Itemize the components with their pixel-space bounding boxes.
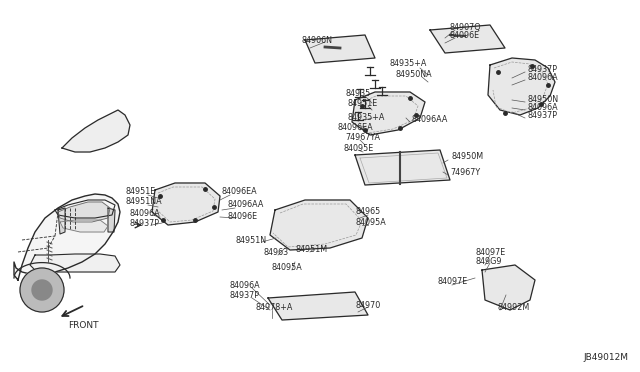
Text: 84096A: 84096A (527, 103, 557, 112)
Text: 84951NA: 84951NA (125, 196, 162, 205)
Text: 84096A: 84096A (130, 208, 161, 218)
Polygon shape (352, 92, 425, 135)
Text: 84095E: 84095E (344, 144, 374, 153)
Circle shape (20, 268, 64, 312)
Text: 84906N: 84906N (302, 35, 333, 45)
Text: 84950M: 84950M (452, 151, 484, 160)
Text: 84951N: 84951N (235, 235, 266, 244)
Text: 849G9: 849G9 (476, 257, 502, 266)
Text: 84095A: 84095A (272, 263, 303, 272)
Polygon shape (108, 208, 115, 232)
Text: 84951M: 84951M (296, 244, 328, 253)
Text: 84950N: 84950N (527, 94, 558, 103)
Text: 84937P: 84937P (527, 110, 557, 119)
Text: 84096AA: 84096AA (412, 115, 449, 124)
Text: 84096EA: 84096EA (338, 122, 374, 131)
Polygon shape (270, 200, 368, 250)
Polygon shape (58, 208, 65, 234)
Text: 84950NA: 84950NA (395, 70, 431, 78)
Text: 84935: 84935 (345, 89, 371, 97)
Text: 84951E: 84951E (126, 186, 156, 196)
Text: 84963: 84963 (263, 247, 288, 257)
Polygon shape (268, 292, 368, 320)
Polygon shape (60, 220, 108, 232)
Polygon shape (305, 35, 375, 63)
Polygon shape (30, 254, 120, 272)
Text: 84935+A: 84935+A (347, 112, 385, 122)
Text: 84097E: 84097E (437, 278, 467, 286)
Text: 84097E: 84097E (475, 247, 505, 257)
Polygon shape (62, 110, 130, 152)
Text: 84907Q: 84907Q (450, 22, 482, 32)
Text: 74967YA: 74967YA (345, 132, 380, 141)
Text: 84096A: 84096A (527, 73, 557, 81)
Text: 84096E: 84096E (450, 31, 480, 39)
Circle shape (32, 280, 52, 300)
Text: 84965: 84965 (355, 206, 380, 215)
Polygon shape (430, 25, 505, 53)
Text: 74967Y: 74967Y (450, 167, 480, 176)
Text: 84096AA: 84096AA (228, 199, 264, 208)
Text: 84935+A: 84935+A (390, 58, 428, 67)
Text: 84937P: 84937P (130, 218, 160, 228)
Polygon shape (482, 265, 535, 310)
Text: 84096E: 84096E (228, 212, 258, 221)
Text: 84970: 84970 (355, 301, 380, 310)
Text: 84096EA: 84096EA (222, 186, 258, 196)
Text: 84937P: 84937P (527, 64, 557, 74)
Text: JB49012M: JB49012M (583, 353, 628, 362)
Text: 84095A: 84095A (355, 218, 386, 227)
Polygon shape (152, 183, 220, 225)
Text: 84992M: 84992M (498, 302, 531, 311)
Polygon shape (14, 194, 120, 280)
Polygon shape (488, 58, 555, 115)
Text: 84096A: 84096A (230, 282, 260, 291)
Text: 84937P: 84937P (230, 292, 260, 301)
Text: FRONT: FRONT (68, 321, 99, 330)
Polygon shape (58, 202, 110, 222)
Text: 84951E: 84951E (348, 99, 378, 108)
Text: 84978+A: 84978+A (255, 304, 292, 312)
Polygon shape (355, 150, 450, 185)
